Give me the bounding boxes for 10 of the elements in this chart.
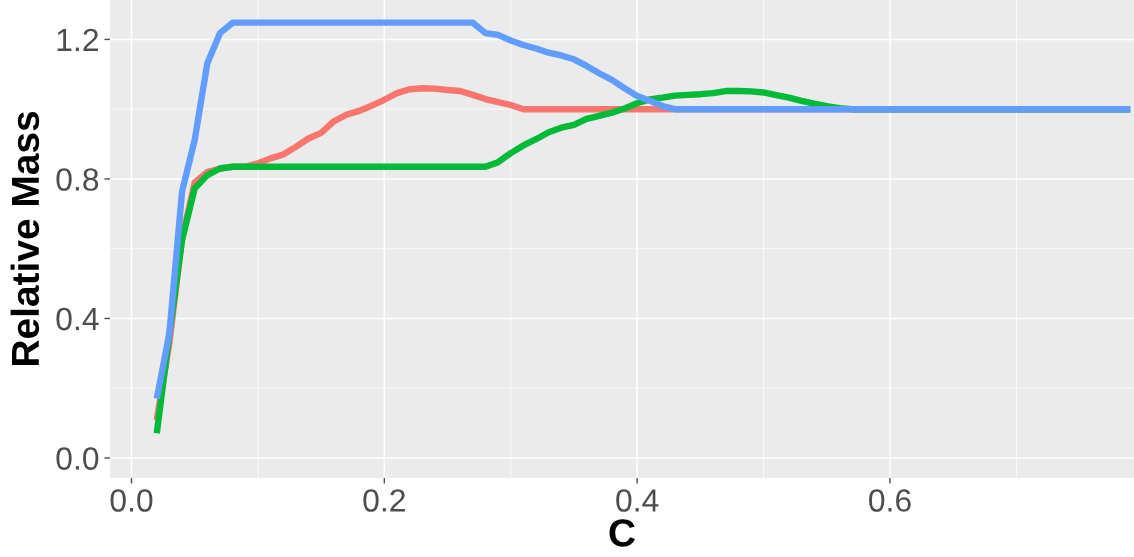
y-tick-label: 1.2: [57, 28, 98, 51]
x-tick-label: 0.2: [363, 489, 405, 512]
y-tick-label: 0.8: [56, 168, 99, 191]
y-axis-title: Relative Mass: [10, 111, 40, 365]
y-tick-label: 0.4: [56, 307, 99, 331]
y-tick-label: 0.0: [56, 447, 99, 470]
x-tick-label: 0.6: [869, 489, 911, 512]
x-tick-label: 0.4: [616, 489, 659, 512]
x-tick-label: 0.0: [110, 489, 153, 512]
x-axis-title: C: [609, 519, 635, 547]
